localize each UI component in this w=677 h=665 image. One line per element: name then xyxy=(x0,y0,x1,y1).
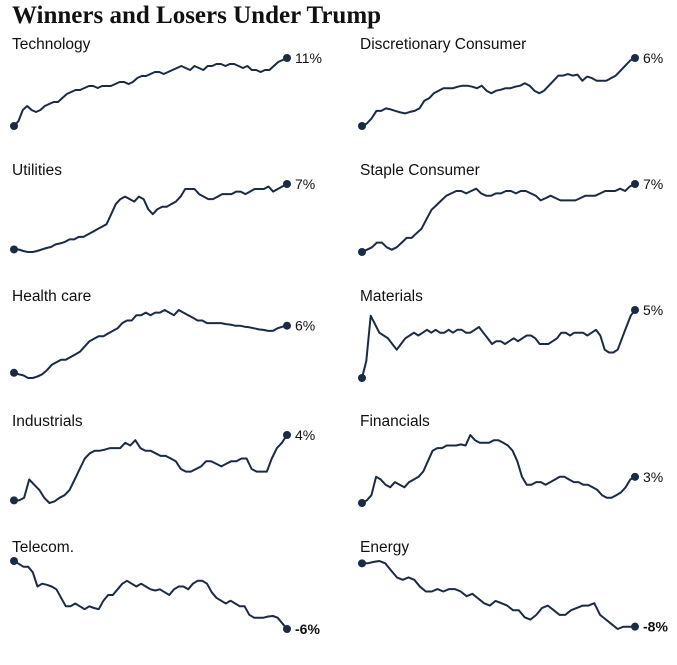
start-point xyxy=(358,499,366,507)
sparkline-chart: 7% xyxy=(10,176,315,254)
end-value-label: 7% xyxy=(643,176,663,192)
end-point xyxy=(283,625,291,633)
series-line xyxy=(361,434,636,504)
end-point xyxy=(631,54,639,62)
sparkline-chart: -6% xyxy=(10,557,320,637)
sparkline-chart: 3% xyxy=(358,434,663,507)
panel-energy: Energy -8% xyxy=(358,539,677,665)
end-point xyxy=(631,622,639,631)
end-point xyxy=(283,54,291,62)
start-point xyxy=(10,245,18,254)
panel-title: Financials xyxy=(360,413,430,430)
panel-financials: Financials 3% xyxy=(358,413,677,539)
end-value-label: -6% xyxy=(295,621,320,637)
sparkline-chart: -8% xyxy=(358,559,668,635)
series-line xyxy=(14,434,288,504)
start-point xyxy=(358,122,366,130)
chart-title: Winners and Losers Under Trump xyxy=(12,2,382,29)
panel-title: Materials xyxy=(360,288,423,305)
end-point xyxy=(283,180,291,188)
end-value-label: 7% xyxy=(295,176,315,192)
end-value-label: 3% xyxy=(643,469,663,485)
end-point xyxy=(283,321,291,330)
start-point xyxy=(10,557,18,565)
panel-utilities: Utilities 7% xyxy=(10,162,342,288)
panel-title: Energy xyxy=(360,539,410,556)
panel-title: Industrials xyxy=(12,413,83,430)
start-point xyxy=(10,368,18,377)
sparkline-chart: 6% xyxy=(10,309,315,379)
series-line xyxy=(13,560,288,630)
series-line xyxy=(13,57,288,127)
start-point xyxy=(358,559,366,568)
end-point xyxy=(631,180,639,188)
end-point xyxy=(283,431,291,439)
series-line xyxy=(361,309,636,379)
sparkline-chart: 7% xyxy=(358,176,663,256)
start-point xyxy=(10,496,18,505)
panel-telecom: Telecom. -6% xyxy=(10,539,342,665)
panel-materials: Materials 5% xyxy=(358,288,677,414)
start-point xyxy=(358,248,366,256)
panel-discretionary-consumer: Discretionary Consumer 6% xyxy=(358,36,677,162)
end-value-label: 6% xyxy=(295,318,315,334)
panel-title: Staple Consumer xyxy=(360,162,480,179)
panel-industrials: Industrials 4% xyxy=(10,413,342,539)
panel-health-care: Health care 6% xyxy=(10,288,342,414)
panel-staple-consumer: Staple Consumer 7% xyxy=(358,162,677,288)
panel-technology: Technology 11% xyxy=(10,36,342,162)
end-value-label: 11% xyxy=(295,50,322,66)
end-point xyxy=(631,472,639,481)
panel-title: Health care xyxy=(12,288,92,305)
end-value-label: 4% xyxy=(295,427,315,443)
panel-title: Utilities xyxy=(12,162,62,179)
panel-title: Discretionary Consumer xyxy=(360,36,527,53)
start-point xyxy=(10,122,18,130)
panel-title: Technology xyxy=(12,36,91,53)
end-value-label: 5% xyxy=(643,302,663,318)
sparkline-chart: 11% xyxy=(10,50,322,130)
series-line xyxy=(14,183,288,253)
end-value-label: -8% xyxy=(643,619,668,635)
sparkline-chart: 6% xyxy=(358,50,663,130)
end-point xyxy=(631,306,639,314)
series-line xyxy=(361,57,636,127)
sparkline-chart: 5% xyxy=(358,302,663,382)
series-line xyxy=(361,183,636,253)
series-line xyxy=(13,309,288,379)
end-value-label: 6% xyxy=(643,50,663,66)
start-point xyxy=(358,374,366,382)
sparkline-chart: 4% xyxy=(10,427,315,505)
series-line xyxy=(362,560,635,630)
panel-title: Telecom. xyxy=(12,539,75,556)
